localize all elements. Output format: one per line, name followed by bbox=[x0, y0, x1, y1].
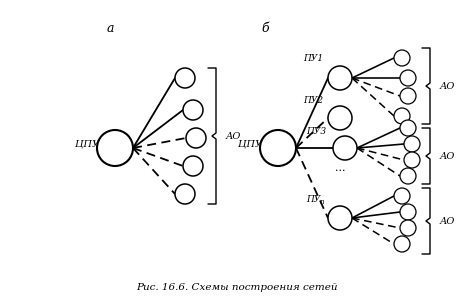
Circle shape bbox=[404, 136, 420, 152]
Circle shape bbox=[328, 106, 352, 130]
Circle shape bbox=[400, 204, 416, 220]
Text: АО: АО bbox=[440, 81, 456, 91]
Circle shape bbox=[183, 156, 203, 176]
Text: n: n bbox=[319, 198, 324, 206]
Text: ПУ1: ПУ1 bbox=[303, 54, 324, 62]
Circle shape bbox=[404, 152, 420, 168]
Circle shape bbox=[97, 130, 133, 166]
Text: ПУ3: ПУ3 bbox=[306, 126, 327, 136]
Circle shape bbox=[328, 66, 352, 90]
Text: б: б bbox=[261, 21, 269, 35]
Circle shape bbox=[183, 100, 203, 120]
Circle shape bbox=[175, 184, 195, 204]
Circle shape bbox=[400, 120, 416, 136]
Text: а: а bbox=[106, 21, 114, 35]
Text: ЦПУ: ЦПУ bbox=[238, 140, 262, 148]
Text: АО: АО bbox=[226, 132, 241, 140]
Circle shape bbox=[400, 220, 416, 236]
Circle shape bbox=[328, 206, 352, 230]
Circle shape bbox=[394, 108, 410, 124]
Text: АО: АО bbox=[440, 151, 456, 161]
Circle shape bbox=[186, 128, 206, 148]
Text: АО: АО bbox=[440, 217, 456, 226]
Circle shape bbox=[400, 88, 416, 104]
Circle shape bbox=[394, 236, 410, 252]
Text: ПУ: ПУ bbox=[306, 195, 321, 203]
Circle shape bbox=[400, 168, 416, 184]
Text: ПУ2: ПУ2 bbox=[303, 95, 324, 105]
Circle shape bbox=[394, 188, 410, 204]
Circle shape bbox=[400, 70, 416, 86]
Text: ...: ... bbox=[335, 163, 345, 173]
Circle shape bbox=[333, 136, 357, 160]
Text: ЦПУ: ЦПУ bbox=[75, 140, 99, 148]
Circle shape bbox=[175, 68, 195, 88]
Circle shape bbox=[260, 130, 296, 166]
Circle shape bbox=[394, 50, 410, 66]
Text: Рис. 16.6. Схемы построения сетей: Рис. 16.6. Схемы построения сетей bbox=[136, 283, 338, 293]
